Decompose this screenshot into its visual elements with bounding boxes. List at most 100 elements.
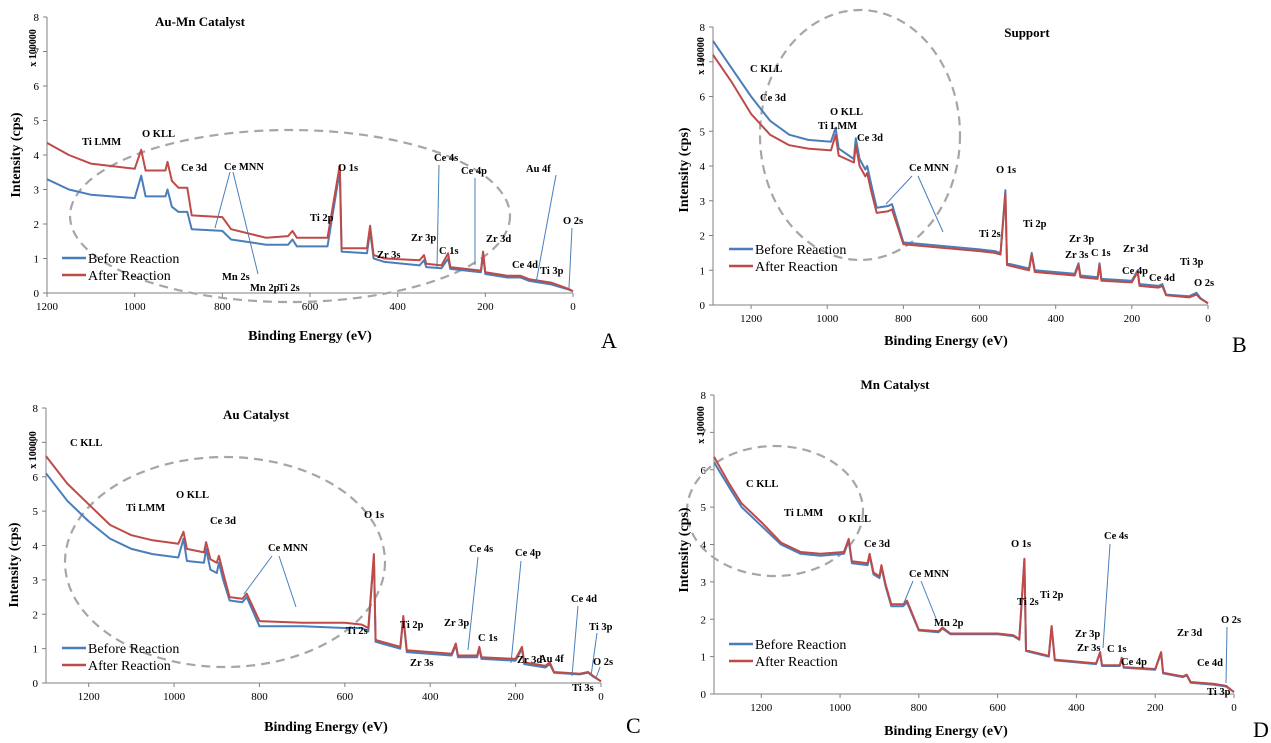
x-tick-label: 0 [1231, 702, 1237, 714]
x-tick-label: 0 [598, 691, 604, 703]
y-tick-label: 5 [34, 116, 40, 128]
y-tick-label: 0 [33, 678, 39, 690]
peak-label: Ti 2s [278, 283, 300, 294]
y-tick-label: 5 [701, 502, 707, 514]
peak-label: Ce 3d [181, 163, 207, 174]
peak-label: Mn 2p [250, 283, 280, 294]
x-tick-label: 400 [422, 691, 439, 703]
peak-label: Zr 3s [1065, 250, 1088, 261]
peak-label: Zr 3d [517, 655, 542, 666]
peak-label: Zr 3p [411, 233, 436, 244]
y-tick-label: 3 [700, 196, 706, 208]
peak-label: Ti 2s [1017, 597, 1039, 608]
peak-label: Mn 2s [222, 272, 250, 283]
chart-panel-b: 0 1 2 3 4 5 6 7 8 1200 1000 800 600 400 200 0 C KLL Ce 3d… [677, 8, 1247, 357]
peak-label: Zr 3s [377, 250, 400, 261]
annotation-leader [920, 580, 940, 627]
chart-title: Au Catalyst [223, 407, 290, 422]
peak-label: Ce 4s [1104, 531, 1128, 542]
peak-label: Ce 4p [515, 548, 541, 559]
y-tick-label: 3 [701, 577, 707, 589]
chart-title: Support [1004, 25, 1050, 40]
peak-label: Au 4f [539, 654, 564, 665]
peak-label: C 1s [439, 246, 459, 257]
chart-title: Au-Mn Catalyst [155, 14, 246, 29]
highlight-ellipse [63, 455, 387, 669]
peak-label: Ti 3p [1207, 687, 1231, 698]
y-tick-label: 7 [701, 427, 707, 439]
legend-label: Before Reaction [755, 638, 846, 653]
panel-letter: B [1232, 332, 1247, 357]
legend-label: Before Reaction [88, 252, 179, 267]
y-tick-label: 0 [700, 300, 706, 312]
peak-label: O 1s [338, 163, 358, 174]
peak-label: Zr 3p [1075, 629, 1100, 640]
peak-label: Ce 4s [469, 544, 493, 555]
y-tick-label: 1 [34, 254, 40, 266]
y-axis-multiplier: x 100000 [28, 29, 39, 67]
peak-label: Ti LMM [784, 508, 823, 519]
peak-label: Ti 2p [1040, 590, 1064, 601]
annotation-leader [1102, 543, 1111, 649]
y-tick-label: 2 [700, 231, 706, 243]
y-tick-label: 8 [701, 390, 707, 402]
y-tick-label: 3 [34, 185, 40, 197]
y-tick-label: 6 [701, 465, 707, 477]
peak-label: Ce 4d [1149, 273, 1175, 284]
annotation-leader [917, 175, 944, 233]
peak-label: C 1s [1091, 248, 1111, 259]
panel-letter: D [1253, 717, 1269, 742]
x-tick-label: 200 [477, 301, 494, 313]
peak-label: O 2s [1194, 278, 1214, 289]
annotation-leader [568, 227, 573, 289]
y-tick-label: 0 [34, 288, 40, 300]
peak-label: Zr 3p [444, 618, 469, 629]
y-tick-label: 1 [701, 652, 707, 664]
x-tick-label: 1200 [750, 702, 773, 714]
y-axis-title: Intensity (cps) [677, 507, 692, 593]
peak-label: Ce 4p [1121, 657, 1147, 668]
x-tick-label: 1000 [829, 702, 852, 714]
chart-panel-d: 0 1 2 3 4 5 6 7 8 1200 1000 800 600 400 200 0 C KLL Ti LM… [677, 377, 1269, 742]
x-tick-label: 1000 [163, 691, 186, 703]
peak-label: Ce 4d [1197, 658, 1223, 669]
x-tick-label: 200 [1147, 702, 1164, 714]
peak-label: Ce 4p [461, 166, 487, 177]
annotation-leader [467, 556, 479, 651]
peak-label: Ti 2p [400, 620, 424, 631]
annotation-leader [243, 555, 273, 595]
y-tick-label: 3 [33, 575, 39, 587]
chart-panel-a: 0 1 2 3 4 5 6 7 8 1200 1000 800 600 400 200 0 Ti LMM O KL… [9, 12, 617, 353]
peak-label: C KLL [746, 479, 778, 490]
peak-label: O 2s [593, 657, 613, 668]
annotation-leader [535, 174, 557, 284]
series-after-reaction [713, 456, 1235, 693]
y-tick-label: 2 [701, 614, 707, 626]
peak-label: C KLL [70, 438, 102, 449]
peak-label: Ti 2p [1023, 219, 1047, 230]
x-tick-label: 200 [507, 691, 524, 703]
peak-label: Ti 3s [572, 683, 594, 694]
peak-label: Ti LMM [818, 121, 857, 132]
peak-label: Zr 3d [486, 234, 511, 245]
legend-label: Before Reaction [755, 243, 846, 258]
peak-label: Ce 4d [571, 594, 597, 605]
y-axis-title: Intensity (cps) [9, 112, 24, 198]
x-tick-label: 400 [1047, 313, 1064, 325]
peak-label: Ti 2s [979, 229, 1001, 240]
series-after-reaction [712, 54, 1209, 305]
peak-label: Ti 3p [540, 266, 564, 277]
x-tick-label: 800 [895, 313, 912, 325]
chart-panel-c: 0 1 2 3 4 5 6 7 8 1200 1000 800 600 400 200 0 C KLL Ti LM… [7, 403, 641, 738]
annotation-leader [278, 555, 297, 608]
peak-label: O 1s [996, 165, 1016, 176]
peak-label: C KLL [750, 64, 782, 75]
annotation-leader [510, 560, 522, 664]
x-tick-label: 800 [911, 702, 928, 714]
x-tick-label: 600 [989, 702, 1006, 714]
peak-label: O KLL [838, 514, 871, 525]
annotation-leader [595, 666, 601, 679]
peak-label: Ce MNN [909, 163, 949, 174]
x-tick-label: 1200 [78, 691, 101, 703]
